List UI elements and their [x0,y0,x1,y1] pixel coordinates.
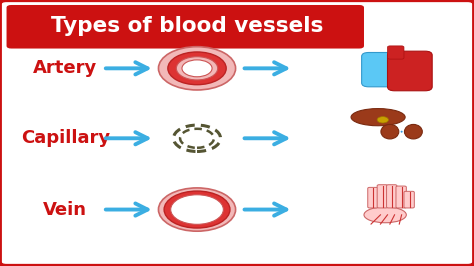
FancyBboxPatch shape [388,46,404,59]
Ellipse shape [158,188,236,231]
Ellipse shape [158,47,236,90]
Ellipse shape [182,60,212,77]
Ellipse shape [180,129,214,148]
Ellipse shape [404,124,422,139]
FancyBboxPatch shape [7,5,364,48]
FancyBboxPatch shape [388,51,432,91]
Text: Capillary: Capillary [21,129,110,147]
Text: Artery: Artery [33,59,98,77]
Text: Types of blood vessels: Types of blood vessels [51,16,324,36]
Ellipse shape [176,57,218,80]
Text: Vein: Vein [43,201,87,219]
FancyBboxPatch shape [377,185,388,208]
Ellipse shape [168,52,226,85]
FancyBboxPatch shape [387,185,397,208]
FancyBboxPatch shape [368,187,378,208]
Ellipse shape [351,109,405,126]
FancyBboxPatch shape [396,186,406,208]
FancyBboxPatch shape [404,191,414,208]
Circle shape [377,117,389,123]
Ellipse shape [171,195,223,224]
Ellipse shape [173,125,220,151]
Ellipse shape [164,191,230,228]
Ellipse shape [364,207,406,223]
FancyBboxPatch shape [362,52,404,87]
Ellipse shape [381,124,399,139]
